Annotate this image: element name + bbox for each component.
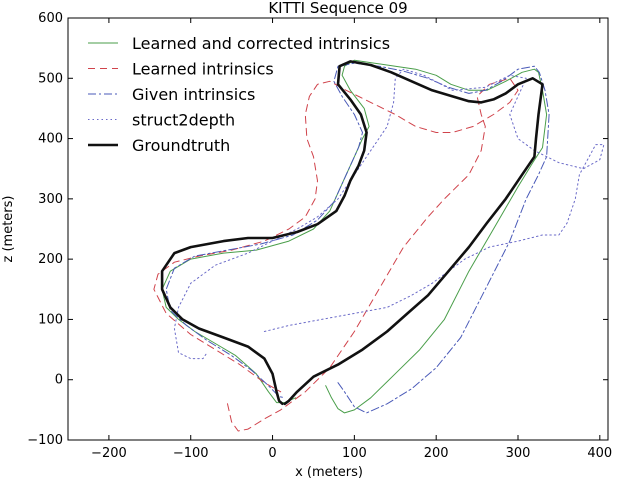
series-layer — [153, 59, 605, 432]
series-line-struct2depth — [173, 68, 605, 360]
legend-label-learned-intrinsics: Learned intrinsics — [132, 60, 274, 79]
y-tick-label: 0 — [55, 373, 63, 388]
ticks-layer: −200 −100 0 100 200 300 400 −100 0 100 200 300 400 50… — [27, 11, 612, 461]
x-axis-title: x (meters) — [295, 465, 363, 480]
chart-title: KITTI Sequence 09 — [268, 0, 407, 17]
x-tick-label: 200 — [424, 446, 449, 461]
y-tick-label: 200 — [38, 252, 63, 267]
y-tick-label: 300 — [38, 192, 63, 207]
legend-label-learned-and-corrected-intrinsics: Learned and corrected intrinsics — [132, 34, 390, 53]
x-tick-label: 400 — [587, 446, 612, 461]
y-tick-label: 100 — [38, 312, 63, 327]
x-tick-label: 300 — [506, 446, 531, 461]
y-tick-label: −100 — [27, 433, 63, 448]
x-tick-label: −200 — [91, 446, 127, 461]
y-tick-label: 500 — [38, 71, 63, 86]
plot-frame — [67, 17, 609, 441]
legend: Learned and corrected intrinsics Learned … — [88, 34, 390, 155]
legend-label-given-intrinsics: Given intrinsics — [132, 85, 255, 104]
x-tick-label: 0 — [268, 446, 276, 461]
y-tick-label: 400 — [38, 132, 63, 147]
series-line-given-intrinsics — [165, 62, 550, 414]
series-line-learned-intrinsics — [153, 77, 519, 432]
series-line-groundtruth — [160, 60, 544, 406]
y-axis-title: z (meters) — [1, 196, 16, 263]
legend-label-struct2depth: struct2depth — [132, 111, 235, 130]
y-tick-label: 600 — [38, 11, 63, 26]
x-tick-label: 100 — [342, 446, 367, 461]
legend-label-groundtruth: Groundtruth — [132, 136, 230, 155]
x-tick-label: −100 — [173, 446, 209, 461]
series-line-learned-and-corrected-intrinsics — [161, 59, 548, 414]
